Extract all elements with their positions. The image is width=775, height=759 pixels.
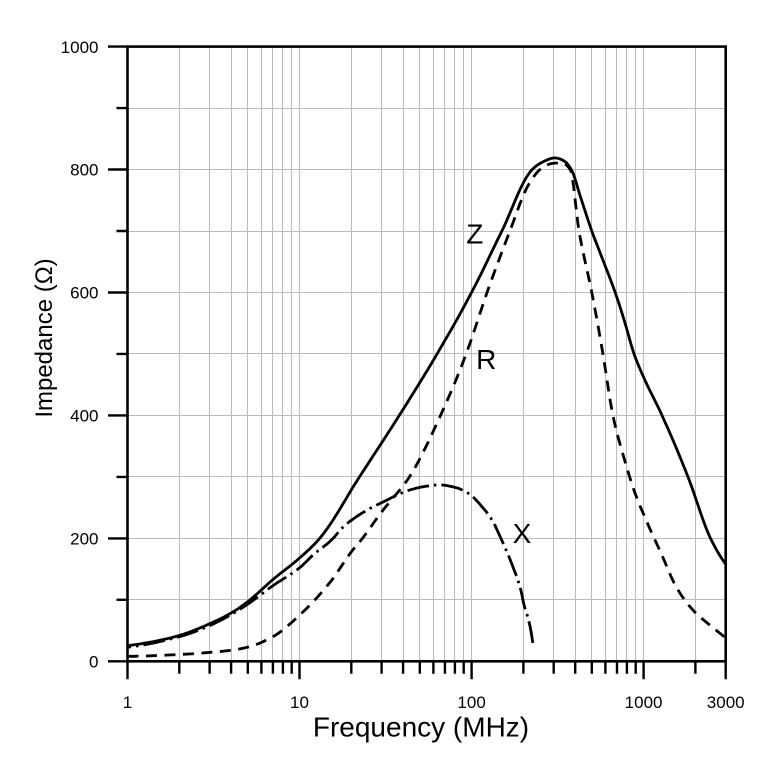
svg-text:1000: 1000 [625, 693, 663, 712]
svg-text:600: 600 [70, 284, 98, 303]
svg-text:400: 400 [70, 407, 98, 426]
svg-text:Frequency (MHz): Frequency (MHz) [313, 712, 529, 743]
svg-text:3000: 3000 [707, 693, 745, 712]
svg-text:200: 200 [70, 530, 98, 549]
svg-text:1000: 1000 [61, 38, 99, 57]
svg-text:R: R [476, 344, 496, 375]
svg-text:Z: Z [466, 219, 483, 250]
svg-text:X: X [513, 518, 532, 549]
svg-text:1: 1 [123, 693, 132, 712]
svg-text:100: 100 [457, 693, 485, 712]
svg-text:Impedance (Ω): Impedance (Ω) [31, 258, 58, 417]
svg-text:0: 0 [89, 653, 98, 672]
svg-text:10: 10 [290, 693, 309, 712]
svg-text:800: 800 [70, 161, 98, 180]
